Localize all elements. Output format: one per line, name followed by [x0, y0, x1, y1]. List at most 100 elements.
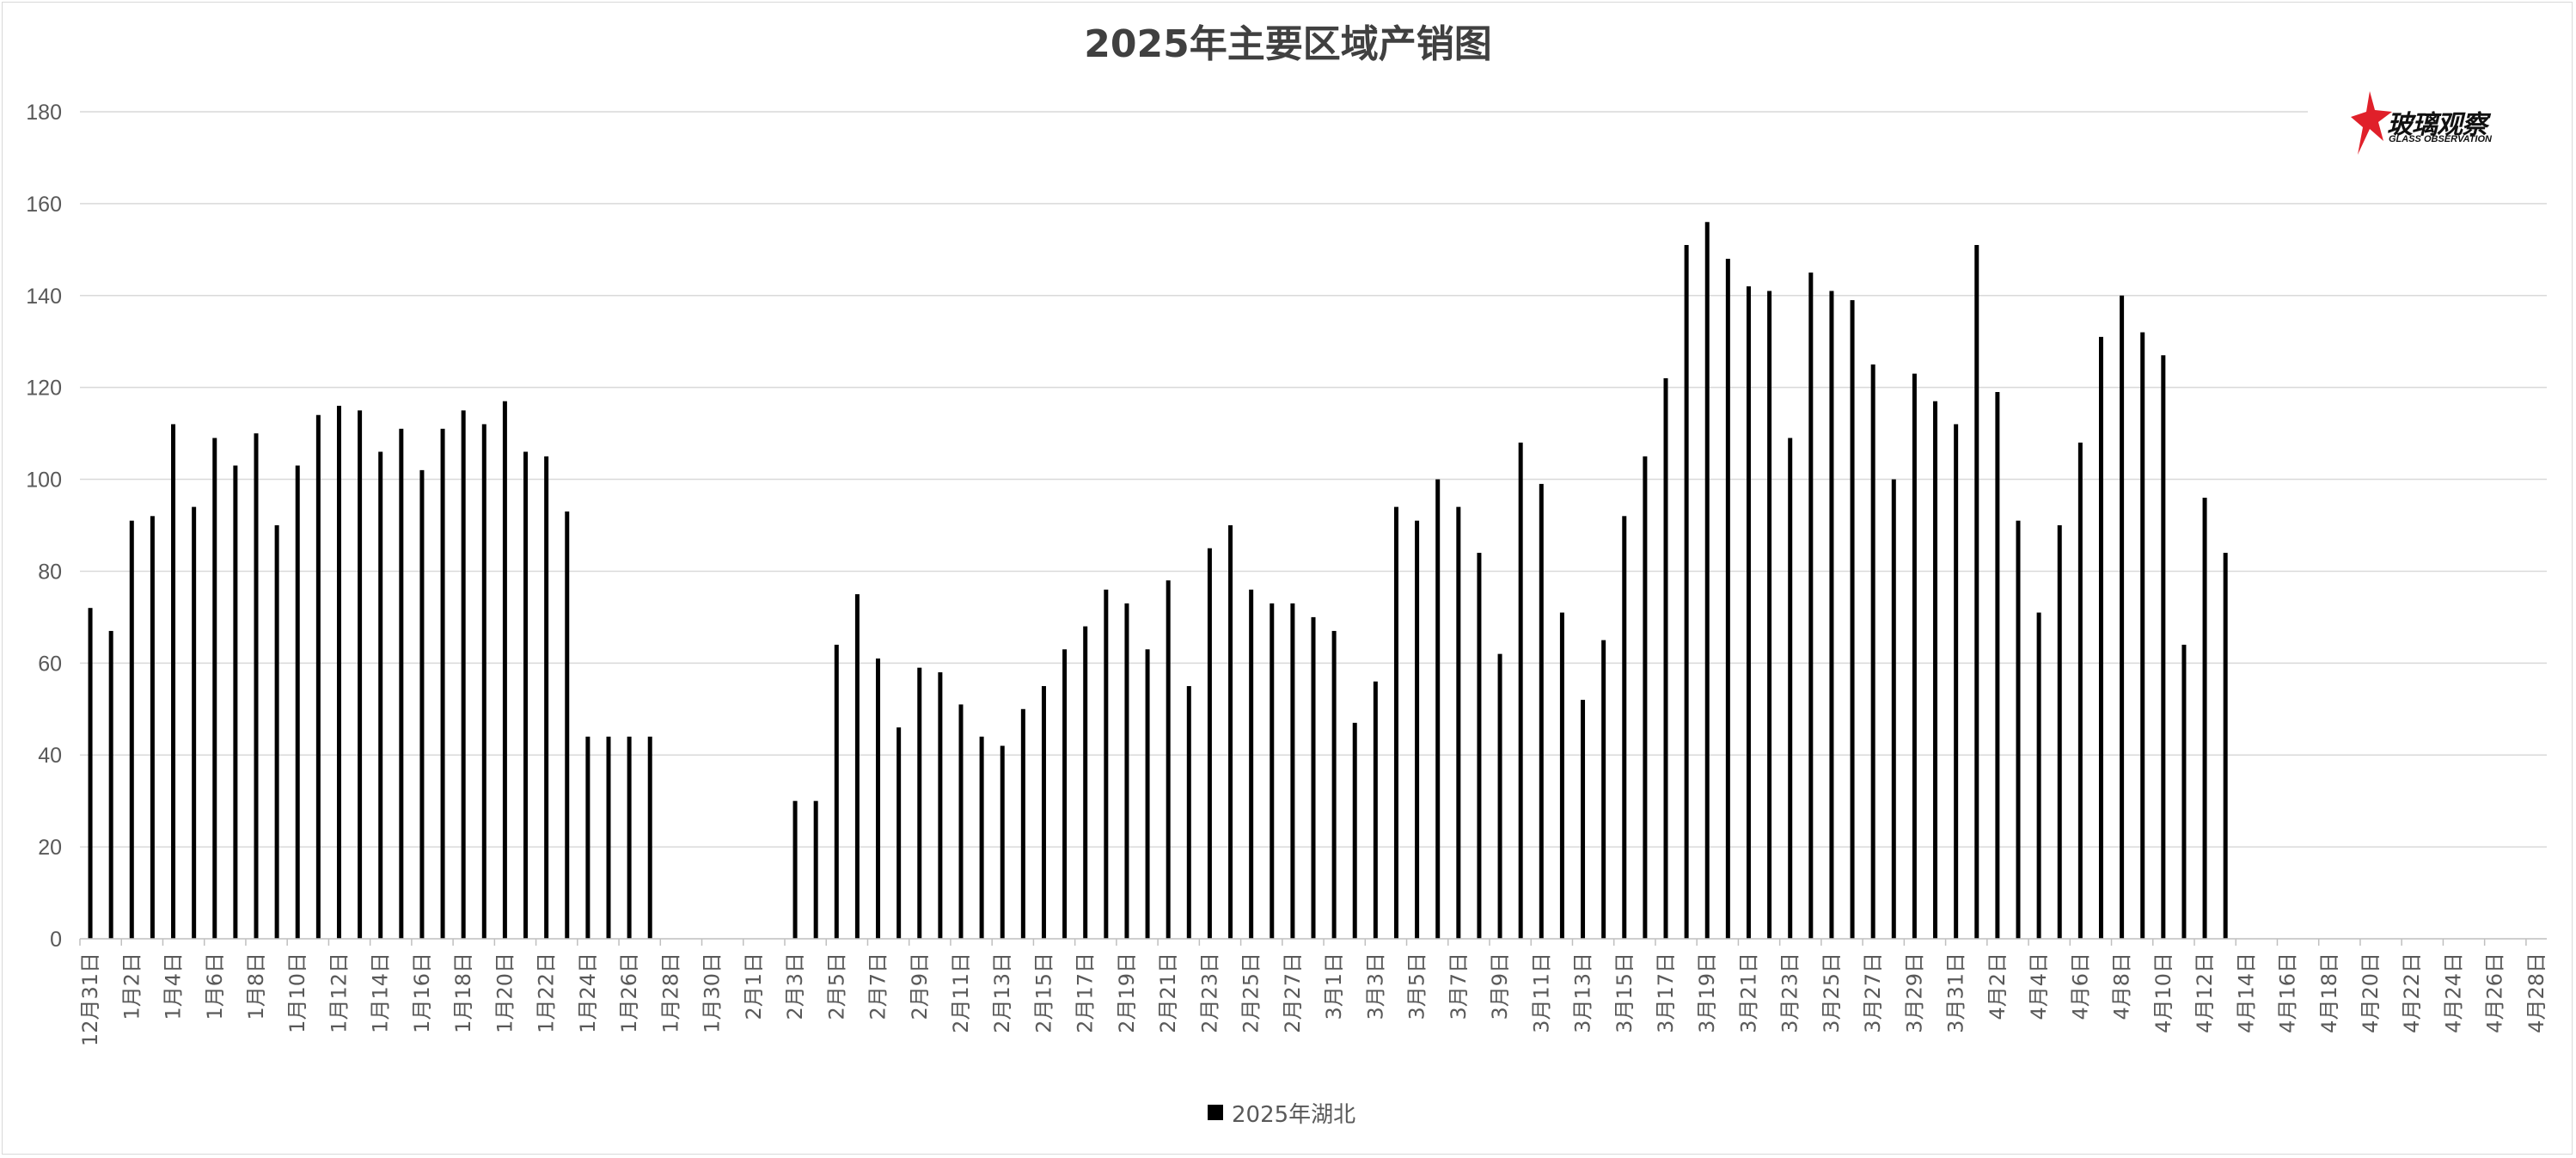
- x-tick-label: 3月9日: [1488, 953, 1512, 1020]
- bar: [544, 456, 549, 939]
- bar: [2161, 355, 2166, 939]
- bar: [1559, 612, 1564, 939]
- legend-swatch: [1208, 1105, 1223, 1120]
- x-tick-label: 2月11日: [949, 953, 973, 1033]
- x-tick-label: 1月16日: [410, 953, 434, 1033]
- bar: [2036, 612, 2041, 939]
- x-tick-label: 1月18日: [451, 953, 475, 1033]
- bar: [378, 451, 383, 939]
- bar: [2181, 644, 2187, 939]
- bar: [399, 428, 404, 939]
- bar: [1933, 401, 1938, 939]
- x-tick-label: 4月14日: [2234, 953, 2258, 1033]
- x-tick-label: 3月5日: [1405, 953, 1429, 1020]
- x-tick-label: 4月28日: [2524, 953, 2548, 1033]
- bar: [1000, 745, 1005, 939]
- bar: [1228, 525, 1233, 939]
- bar: [813, 800, 818, 939]
- x-tick-label: 1月14日: [369, 953, 393, 1033]
- bar: [1435, 479, 1441, 939]
- x-tick-label: 3月27日: [1861, 953, 1885, 1033]
- x-tick-label: 4月16日: [2276, 953, 2300, 1033]
- x-tick-label: 1月20日: [493, 953, 517, 1033]
- bar: [315, 414, 321, 939]
- x-tick-label: 2月27日: [1281, 953, 1305, 1033]
- x-tick-label: 2月17日: [1074, 953, 1098, 1033]
- star-logo-icon: [2351, 91, 2392, 155]
- bar: [1663, 377, 1668, 939]
- bar: [108, 630, 113, 939]
- bar: [2098, 336, 2103, 939]
- x-tick-label: 3月1日: [1322, 953, 1346, 1020]
- bar: [461, 410, 466, 939]
- bar: [212, 438, 217, 939]
- bar: [2140, 332, 2145, 939]
- x-tick-label: 1月6日: [203, 953, 227, 1020]
- bar: [1373, 681, 1378, 939]
- x-tick-label: 3月11日: [1529, 953, 1553, 1033]
- x-tick-label: 1月28日: [658, 953, 682, 1033]
- x-tick-label: 1月22日: [535, 953, 559, 1033]
- x-tick-label: 1月8日: [244, 953, 268, 1020]
- x-tick-label: 2月15日: [1031, 953, 1055, 1033]
- x-tick-label: 2月3日: [783, 953, 807, 1020]
- x-tick-label: 4月12日: [2193, 953, 2217, 1033]
- bar: [1539, 483, 1544, 939]
- x-tick-label: 3月29日: [1902, 953, 1926, 1033]
- glass-observation-logo: 玻璃观察 GLASS OBSERVATION: [2351, 89, 2506, 158]
- bar: [1725, 259, 1730, 939]
- bar: [647, 736, 652, 939]
- bar: [1704, 222, 1710, 939]
- logo-text: 玻璃观察: [2387, 110, 2487, 140]
- bar: [1954, 424, 1959, 939]
- bar: [336, 406, 341, 939]
- bar: [1788, 438, 1793, 939]
- x-tick-label: 4月4日: [2027, 953, 2051, 1020]
- bar: [1643, 456, 1648, 939]
- bar: [1393, 506, 1398, 939]
- bar: [958, 704, 964, 939]
- x-tick-label: 1月24日: [576, 953, 600, 1033]
- bar: [1041, 686, 1046, 939]
- bar: [627, 736, 632, 939]
- bar: [1456, 506, 1461, 939]
- x-tick-label: 3月17日: [1654, 953, 1678, 1033]
- bar: [150, 516, 155, 939]
- bar: [834, 644, 839, 939]
- bar: [1477, 553, 1482, 939]
- x-tick-label: 2月7日: [866, 953, 890, 1020]
- bar: [1974, 244, 1979, 939]
- y-tick-label: 160: [26, 193, 62, 217]
- bar: [1311, 616, 1316, 939]
- bar: [1829, 291, 1834, 939]
- y-tick-label: 80: [38, 560, 62, 584]
- bar: [1062, 649, 1068, 939]
- bar: [2202, 497, 2207, 939]
- bar: [1808, 273, 1814, 939]
- bar: [1581, 700, 1586, 939]
- x-tick-label: 2月13日: [990, 953, 1014, 1033]
- bar: [1020, 708, 1025, 939]
- x-tick-label: 1月4日: [162, 953, 186, 1020]
- y-tick-label: 40: [38, 744, 62, 768]
- bar: [1601, 640, 1606, 939]
- x-tick-label: 4月22日: [2400, 953, 2424, 1033]
- x-tick-label: 3月7日: [1447, 953, 1471, 1020]
- bar: [192, 506, 197, 939]
- x-tick-label: 2月5日: [824, 953, 848, 1020]
- y-tick-label: 120: [26, 377, 62, 401]
- x-tick-label: 1月30日: [701, 953, 725, 1033]
- bar: [1249, 589, 1254, 939]
- bar: [295, 465, 300, 939]
- bar: [1850, 300, 1855, 940]
- bar: [1166, 580, 1171, 939]
- x-tick-label: 3月3日: [1363, 953, 1387, 1020]
- chart-legend: 2025年湖北: [1208, 1095, 1355, 1130]
- bar: [440, 428, 445, 939]
- x-tick-label: 4月20日: [2359, 953, 2383, 1033]
- x-tick-label: 1月12日: [327, 953, 351, 1033]
- bar: [2057, 525, 2062, 939]
- bar: [1145, 649, 1150, 939]
- x-tick-label: 4月26日: [2483, 953, 2507, 1033]
